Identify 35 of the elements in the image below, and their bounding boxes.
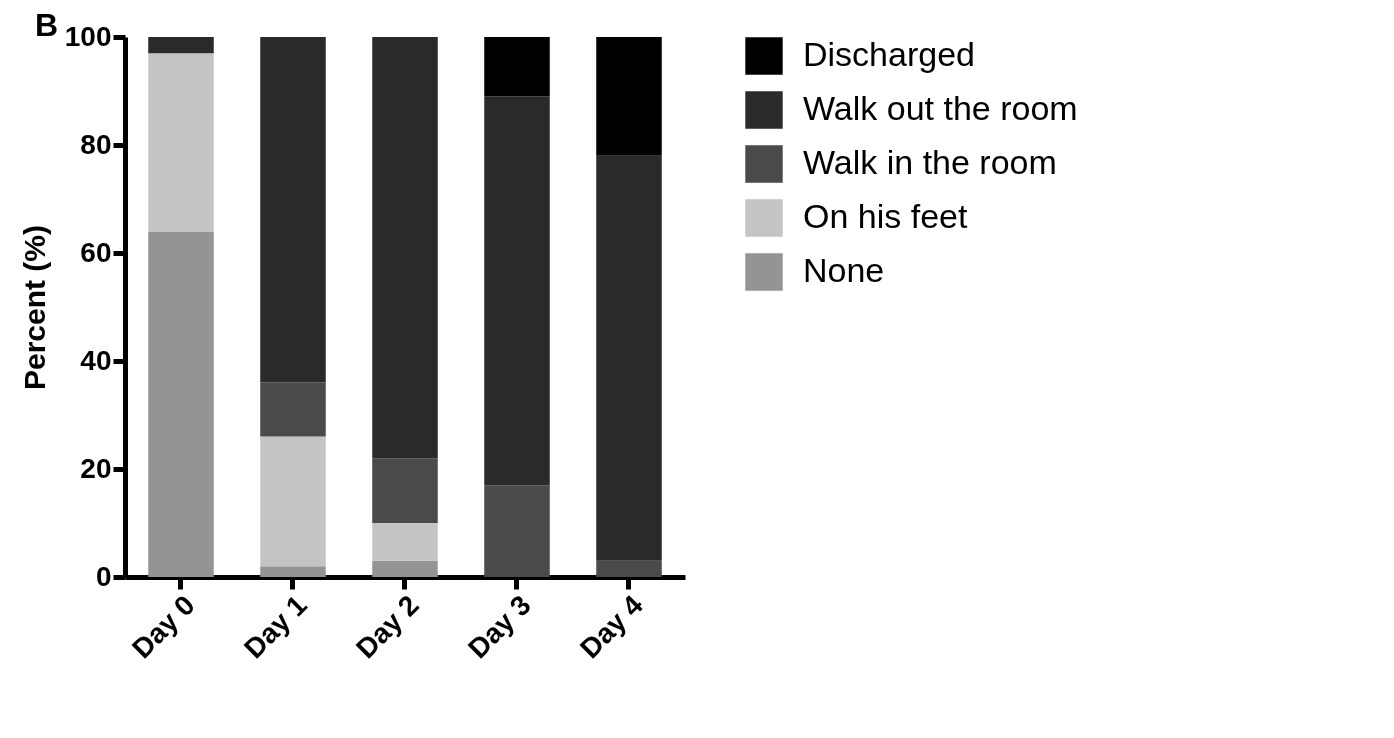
y-tick-label: 20: [80, 452, 112, 484]
bar: [372, 560, 438, 577]
bar: [372, 37, 438, 459]
x-tick-label: Day 3: [462, 589, 537, 665]
bar: [596, 155, 662, 561]
bar: [484, 96, 550, 486]
legend-label: Walk in the room: [803, 143, 1057, 181]
y-tick-label: 0: [95, 560, 112, 592]
bar: [148, 53, 214, 232]
y-tick-label: 80: [80, 128, 112, 160]
legend-label: Discharged: [803, 35, 975, 73]
legend-label: On his feet: [803, 197, 968, 235]
bar: [372, 458, 438, 523]
bar: [596, 560, 662, 577]
x-tick-label: Day 1: [238, 589, 313, 665]
bar: [260, 566, 326, 577]
bar: [596, 37, 662, 156]
chart-title: B: [35, 7, 59, 43]
bar: [484, 485, 550, 577]
bar: [260, 436, 326, 567]
bar: [148, 37, 214, 54]
bar: [484, 37, 550, 97]
y-tick-label: 100: [64, 20, 112, 52]
bar: [260, 37, 326, 383]
y-tick-label: 40: [80, 344, 112, 376]
y-tick-label: 60: [80, 236, 112, 268]
x-tick-label: Day 2: [350, 589, 425, 665]
bar: [148, 231, 214, 577]
bar: [372, 523, 438, 561]
x-tick-label: Day 4: [574, 589, 650, 665]
legend-label: Walk out the room: [803, 89, 1078, 127]
y-axis-title: Percent (%): [17, 224, 51, 391]
legend-label: None: [803, 251, 885, 289]
x-tick-label: Day 0: [126, 589, 201, 665]
bar: [260, 382, 326, 437]
